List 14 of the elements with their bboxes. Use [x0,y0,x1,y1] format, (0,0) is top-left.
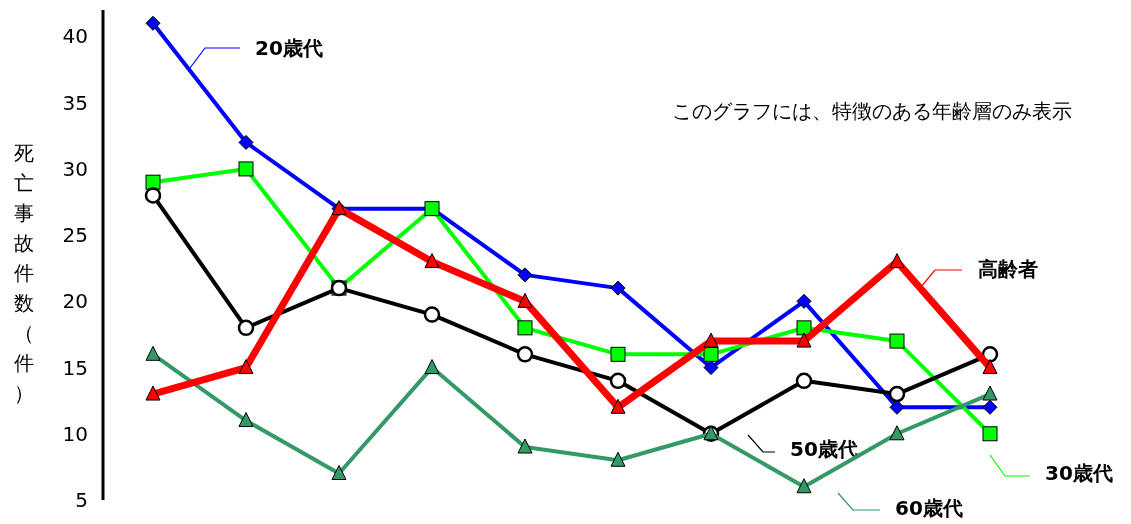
legend-label: 30歳代 [1045,461,1113,485]
y-tick-label: 35 [62,90,88,115]
y-tick-label: 25 [62,223,88,248]
y-tick-label: 10 [62,421,88,446]
y-tick-label: 15 [62,355,88,380]
annotation: このグラフには、特徴のある年齢層のみ表示 [672,99,1072,123]
y-tick-label: 5 [75,488,88,512]
y-tick-label: 20 [62,289,88,314]
y-tick-label: 30 [62,156,88,181]
y-tick-label: 40 [62,24,88,49]
legend-label: 60歳代 [895,496,963,520]
legend-label: 20歳代 [255,36,323,60]
text: 死亡事故件数（件） [14,141,34,405]
legend-label: 高齢者 [978,257,1038,281]
